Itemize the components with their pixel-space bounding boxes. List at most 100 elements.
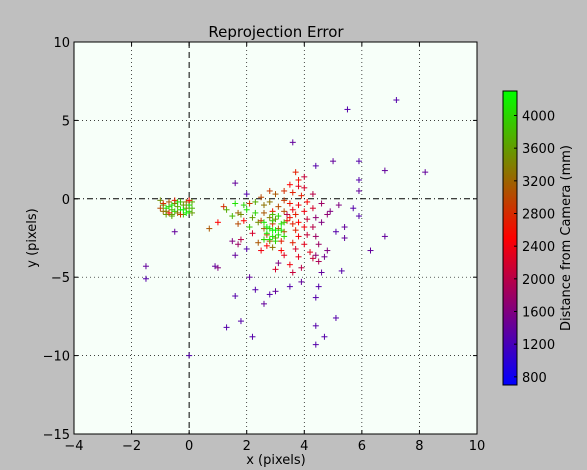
data-point [309, 205, 316, 212]
data-point [301, 224, 308, 231]
data-point [338, 267, 345, 274]
data-point [177, 211, 184, 218]
data-point [260, 209, 267, 216]
colorbar-label: Distance from Camera (mm) [559, 145, 574, 331]
data-point [286, 283, 293, 290]
data-point [422, 169, 429, 176]
data-point [292, 211, 299, 218]
data-point [312, 214, 319, 221]
data-point [289, 189, 296, 196]
data-point [318, 200, 325, 207]
data-point [315, 258, 322, 265]
data-point [246, 274, 253, 281]
data-point [289, 206, 296, 213]
data-point [160, 200, 167, 207]
data-point [304, 198, 311, 205]
data-point [186, 197, 193, 204]
y-tick-label: 5 [62, 114, 70, 129]
data-point [355, 176, 362, 183]
data-point [275, 260, 282, 267]
data-point [289, 269, 296, 276]
data-point [263, 242, 270, 249]
data-point [272, 288, 279, 295]
data-point [266, 187, 273, 194]
data-point [327, 208, 334, 215]
data-point [266, 214, 273, 221]
data-point [240, 202, 247, 209]
data-point [301, 208, 308, 215]
data-point [309, 191, 316, 198]
data-point [272, 238, 279, 245]
data-point [321, 253, 328, 260]
data-point [223, 324, 230, 331]
data-point [381, 167, 388, 174]
data-point [243, 245, 250, 252]
data-point [332, 228, 339, 235]
data-point [252, 209, 259, 216]
data-point [258, 194, 265, 201]
data-point [301, 184, 308, 191]
data-point [142, 263, 149, 270]
data-point [281, 187, 288, 194]
data-point [186, 352, 193, 359]
x-tick-label: 6 [358, 439, 366, 454]
data-point [284, 211, 291, 218]
colorbar-tick-label: 2800 [522, 208, 555, 223]
data-point [281, 197, 288, 204]
data-point [214, 264, 221, 271]
data-point [312, 294, 319, 301]
y-axis-ticks: 10 5 0 −5 −10 −15 [43, 36, 477, 443]
data-point [272, 227, 279, 234]
data-point [301, 241, 308, 248]
data-point [286, 200, 293, 207]
data-points [142, 97, 429, 359]
data-point [315, 283, 322, 290]
data-point [341, 235, 348, 241]
data-point [301, 173, 308, 180]
data-point [157, 197, 164, 204]
data-point [260, 219, 267, 226]
data-point [304, 231, 311, 238]
data-point [341, 224, 348, 231]
data-point [269, 244, 276, 251]
colorbar-tick-label: 2000 [522, 273, 555, 288]
data-point [312, 162, 319, 169]
colorbar [502, 90, 518, 386]
colorbar-tick-label: 3200 [522, 175, 555, 190]
data-point [223, 206, 230, 213]
data-point [289, 239, 296, 246]
data-point [237, 236, 244, 243]
data-point [295, 202, 302, 209]
data-point [266, 236, 273, 243]
data-point [249, 214, 256, 221]
data-point [332, 314, 339, 321]
data-point [355, 187, 362, 194]
data-point [312, 322, 319, 329]
data-point [315, 241, 322, 248]
data-point [307, 249, 314, 256]
data-point [286, 261, 293, 268]
data-point [278, 238, 285, 245]
data-point [278, 247, 285, 254]
data-point [312, 233, 319, 240]
data-point [168, 213, 175, 220]
y-tick-label: −5 [51, 271, 70, 286]
data-point [229, 213, 236, 220]
colorbar-tick-label: 3600 [522, 142, 555, 157]
data-point [157, 205, 164, 212]
data-point [260, 300, 267, 307]
data-point [275, 203, 282, 210]
y-tick-label: −15 [43, 428, 70, 443]
data-point [243, 206, 250, 213]
x-tick-label: 0 [185, 439, 193, 454]
data-point [263, 230, 270, 237]
data-point [393, 97, 400, 104]
colorbar-tick-label: 2400 [522, 240, 555, 255]
data-point [240, 217, 247, 224]
data-point [324, 247, 331, 254]
data-point [289, 220, 296, 227]
data-point [260, 202, 267, 209]
data-point [229, 238, 236, 245]
data-point [281, 208, 288, 215]
